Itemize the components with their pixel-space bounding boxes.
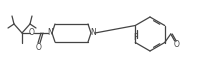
Text: O: O xyxy=(29,28,35,38)
Text: N: N xyxy=(47,28,53,38)
Text: O: O xyxy=(36,42,42,52)
Text: N: N xyxy=(90,28,95,38)
Text: O: O xyxy=(173,40,179,49)
Text: F: F xyxy=(132,33,137,42)
